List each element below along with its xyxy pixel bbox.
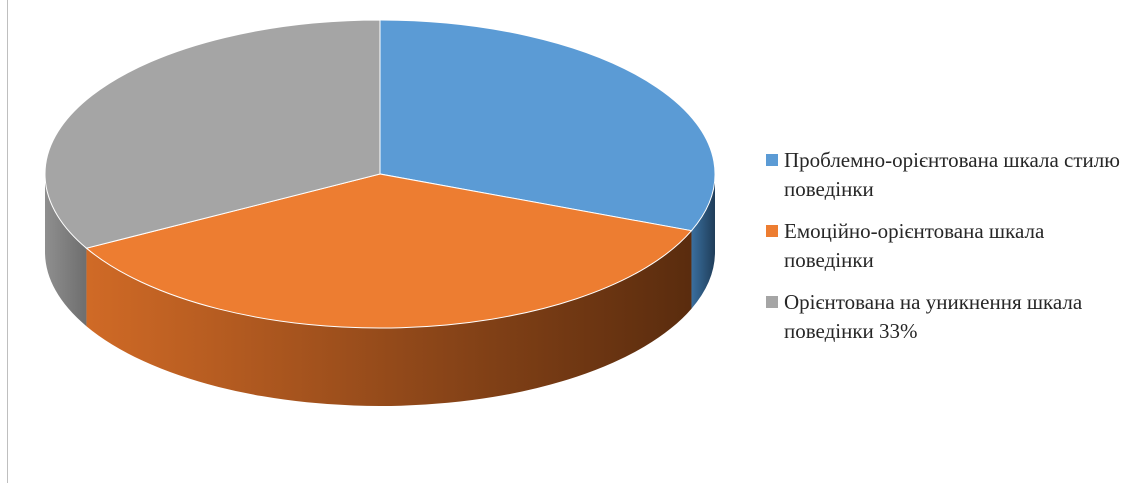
chart-left-border <box>7 0 8 483</box>
legend-label-avoidance-focused: Орієнтована на уникнення шкала поведінки… <box>784 290 1083 343</box>
pie-tops-group <box>44 19 716 329</box>
legend-swatch-emotion-focused <box>766 225 778 237</box>
legend-item-emotion-focused: Емоційно-орієнтована шкала поведінки <box>766 217 1138 275</box>
legend-label-problem-focused: Проблемно-орієнтована шкала стилю поведі… <box>784 148 1120 201</box>
pie-side-problem-focused <box>691 174 715 309</box>
pie-slice-avoidance-focused <box>44 19 381 249</box>
legend-item-problem-focused: Проблемно-орієнтована шкала стилю поведі… <box>766 146 1138 204</box>
pie-side-emotion-focused <box>86 230 692 406</box>
legend-swatch-problem-focused <box>766 154 778 166</box>
pie-slice-emotion-focused <box>85 173 693 329</box>
pie-slice-problem-focused <box>379 19 716 232</box>
legend-item-avoidance-focused: Орієнтована на уникнення шкала поведінки… <box>766 288 1138 346</box>
legend-label-emotion-focused: Емоційно-орієнтована шкала поведінки <box>784 219 1045 272</box>
legend: Проблемно-орієнтована шкала стилю поведі… <box>766 146 1138 359</box>
pie-chart-svg <box>44 19 716 406</box>
legend-swatch-avoidance-focused <box>766 296 778 308</box>
